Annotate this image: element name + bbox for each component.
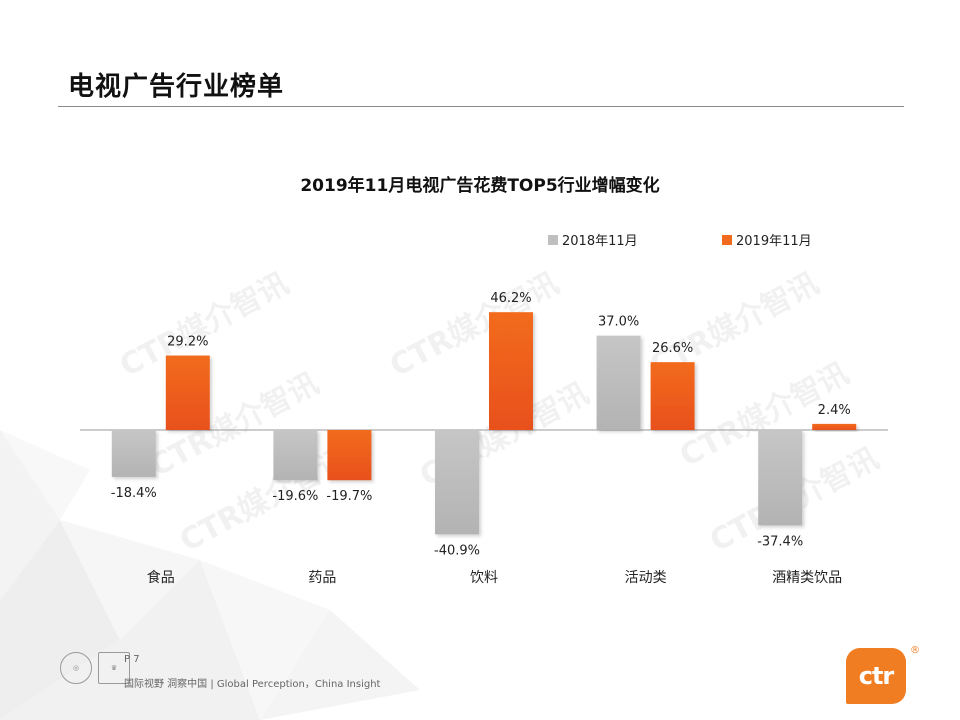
page-title: 电视广告行业榜单 xyxy=(68,72,285,102)
bar-2018-1 xyxy=(111,430,156,477)
data-label-2018-1: -18.4% xyxy=(111,486,157,501)
title-divider xyxy=(58,106,904,107)
category-label-4: 活动类 xyxy=(625,570,667,586)
chart-title: 2019年11月电视广告花费TOP5行业增幅变化 xyxy=(300,176,660,196)
sgs-certification-icon: ◎ xyxy=(60,652,92,684)
data-label-2018-4: 37.0% xyxy=(598,315,639,330)
footer-slogan: 国际视野 洞察中国 | Global Perception，China Insi… xyxy=(124,679,381,690)
data-label-2019-3: 46.2% xyxy=(490,291,531,306)
category-label-1: 食品 xyxy=(147,569,175,586)
registered-mark: ® xyxy=(910,645,920,656)
legend-label-2018: 2018年11月 xyxy=(562,234,638,249)
data-label-2018-5: -37.4% xyxy=(757,534,803,549)
legend-swatch-2019 xyxy=(722,234,732,245)
legend-item-2018: 2018年11月 xyxy=(548,230,638,249)
bar-2018-3 xyxy=(435,430,479,535)
page-number: P 7 xyxy=(124,654,140,665)
legend-swatch-2018 xyxy=(548,234,558,245)
certification-logos: ◎ ♛ xyxy=(60,652,130,684)
bar-2019-3 xyxy=(489,312,533,430)
legend-label-2019: 2019年11月 xyxy=(736,234,812,249)
data-label-2019-5: 2.4% xyxy=(818,403,851,418)
bar-2019-2 xyxy=(327,430,372,481)
bar-2018-5 xyxy=(758,430,803,526)
bar-2018-4 xyxy=(596,335,641,430)
data-label-2019-1: 29.2% xyxy=(167,335,208,350)
chart-legend: 2018年11月 2019年11月 xyxy=(0,230,960,250)
ukas-certification-icon: ♛ xyxy=(98,652,130,684)
data-label-2018-3: -40.9% xyxy=(434,543,480,558)
legend-item-2019: 2019年11月 xyxy=(722,230,812,249)
data-label-2019-2: -19.7% xyxy=(326,489,372,504)
bar-2019-5 xyxy=(812,423,857,430)
bar-2018-2 xyxy=(273,430,318,480)
bar-2019-4 xyxy=(650,362,695,430)
data-label-2018-2: -19.6% xyxy=(272,489,318,504)
data-label-2019-4: 26.6% xyxy=(652,341,693,356)
ctr-logo: ctr xyxy=(846,648,906,704)
bar-2019-1 xyxy=(165,355,210,430)
category-label-5: 酒精类饮品 xyxy=(772,570,842,586)
category-label-3: 饮料 xyxy=(470,570,498,586)
category-label-2: 药品 xyxy=(308,570,336,586)
